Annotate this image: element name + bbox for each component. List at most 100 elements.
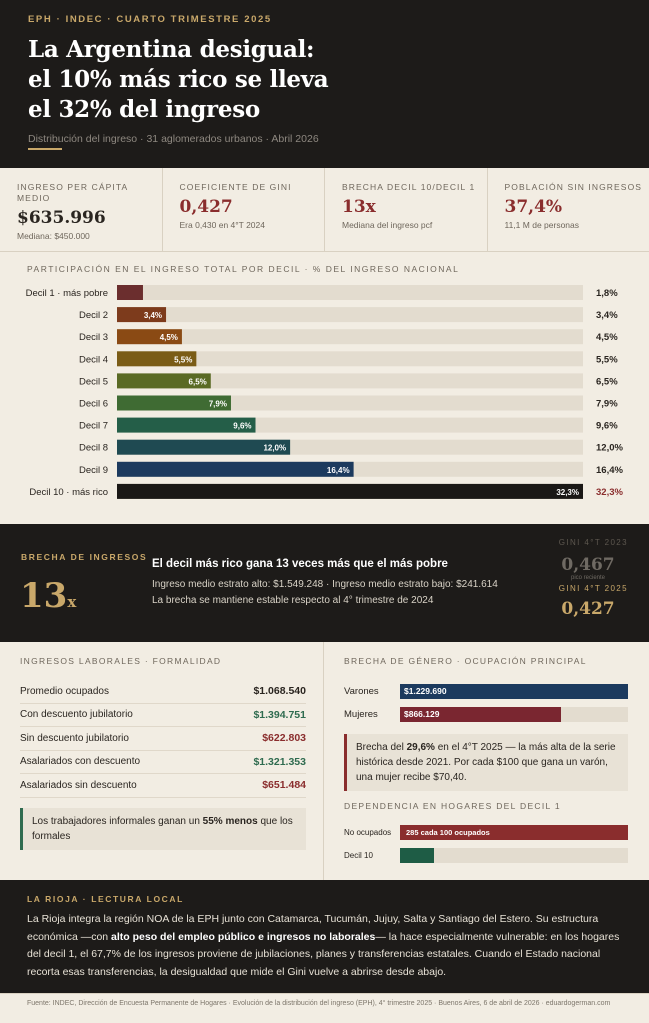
bar — [117, 395, 231, 411]
data-label: 7,9% — [209, 400, 227, 409]
kpi-value: $635.996 — [17, 208, 106, 228]
gender-gap-note: Brecha del 29,6% en el 4°T 2025 — la más… — [344, 734, 628, 791]
note-text: Los trabajadores informales ganan un — [32, 815, 203, 827]
rioja-text: — la hace especialmente vulnerable: en l… — [27, 930, 620, 978]
dependency-bar — [400, 848, 435, 863]
title-line: el 10% más rico se lleva — [28, 66, 329, 93]
bar — [117, 329, 182, 345]
value-label: 4,5% — [596, 332, 618, 343]
income-label: Con descuento jubilatorio — [20, 709, 133, 721]
decile-chart-section: PARTICIPACIÓN EN EL INGRESO TOTAL POR DE… — [0, 252, 649, 524]
data-label: 16,4% — [327, 466, 350, 475]
gap-detail: La brecha se mantiene estable respecto a… — [152, 595, 434, 606]
gap-kicker: BRECHA DE INGRESOS — [21, 552, 148, 562]
kpi-row: INGRESO PER CÁPITA MEDIO $635.996 Median… — [0, 168, 649, 252]
bar-track — [117, 329, 583, 345]
data-label: 32,3% — [556, 488, 579, 497]
labor-income-list: Promedio ocupados $1.068.540 Con descuen… — [20, 680, 306, 798]
value-label: 7,9% — [596, 399, 618, 410]
bar — [117, 285, 143, 300]
bar-track: $1.229.690 — [400, 683, 628, 699]
category-label: Decil 5 — [79, 376, 108, 387]
category-label: Decil 9 — [79, 465, 108, 476]
income-label: Asalariados sin descuento — [20, 779, 137, 791]
bar-track — [117, 285, 583, 300]
title-line: La Argentina desigual: — [28, 36, 315, 63]
value-label: 9,6% — [596, 421, 618, 432]
gender-title: BRECHA DE GÉNERO · OCUPACIÓN PRINCIPAL — [344, 656, 587, 666]
bar — [117, 483, 583, 499]
bar-track — [117, 395, 583, 411]
bar — [117, 461, 354, 477]
dependency-row: No ocupados 285 cada 100 ocupados — [344, 824, 628, 841]
gender-row: Mujeres $866.129 — [344, 704, 628, 724]
bar-track — [117, 307, 583, 323]
category-label: Decil 10 · más rico — [29, 487, 108, 498]
kpi-label: INGRESO PER CÁPITA MEDIO — [17, 182, 128, 203]
category-label: Decil 1 · más pobre — [26, 288, 108, 299]
kpi-label: POBLACIÓN SIN INGRESOS — [504, 182, 643, 192]
value-label: 3,4% — [596, 310, 618, 321]
footer-source: Fuente: INDEC, Dirección de Encuesta Per… — [0, 993, 649, 1023]
kpi-label: BRECHA DECIL 10/DECIL 1 — [342, 182, 476, 192]
data-label: 6,5% — [189, 377, 207, 386]
gender-label: Varones — [344, 685, 379, 697]
data-label: 9,6% — [233, 422, 251, 431]
note-emphasis: 29,6% — [406, 742, 435, 753]
gender-bar: $1.229.690 — [400, 683, 628, 699]
value-label: 12,0% — [596, 443, 623, 454]
rioja-paragraph: La Rioja integra la región NOA de la EPH… — [27, 911, 621, 981]
gini-new-value: 0,427 — [561, 599, 615, 619]
income-value: $1.321.353 — [253, 755, 306, 768]
bar-track: $866.129 — [400, 706, 628, 722]
value-label: 6,5% — [596, 376, 618, 387]
gini-comparison: GINI 4°T 2023 0,467 pico reciente GINI 4… — [528, 538, 628, 619]
kpi-card: BRECHA DECIL 10/DECIL 1 13x Mediana del … — [325, 168, 488, 251]
page-title: La Argentina desigual: el 10% más rico s… — [28, 35, 621, 125]
dependency-bar-chart: No ocupados 285 cada 100 ocupados Decil … — [344, 824, 628, 864]
gap-big-number: 13x — [20, 576, 76, 616]
kpi-value: 37,4% — [504, 197, 563, 217]
page-subtitle: Distribución del ingreso · 31 aglomerado… — [28, 133, 319, 145]
value-label: 5,5% — [596, 354, 618, 365]
labor-title: INGRESOS LABORALES · FORMALIDAD — [20, 656, 222, 666]
bar — [117, 351, 197, 367]
title-line: el 32% del ingreso — [28, 96, 260, 123]
kpi-card: INGRESO PER CÁPITA MEDIO $635.996 Median… — [0, 168, 163, 251]
decile-bar-chart: Decil 1 · más pobre 1,8% Decil 2 3,4% 3,4% De… — [26, 285, 623, 499]
note-text: Brecha del — [356, 742, 407, 753]
data-label: 4,5% — [160, 333, 178, 342]
bar-track — [117, 351, 583, 367]
kpi-sub: Era 0,430 en 4°T 2024 — [179, 220, 265, 230]
value-label: 32,3% — [596, 487, 623, 498]
rioja-kicker: LA RIOJA · LECTURA LOCAL — [27, 894, 184, 904]
gap-headline: El decil más rico gana 13 veces más que … — [152, 558, 448, 570]
bar-track: 285 cada 100 ocupados — [400, 825, 628, 840]
category-label: Decil 6 — [79, 399, 108, 410]
income-label: Asalariados con descuento — [20, 756, 141, 768]
category-label: Decil 7 — [79, 421, 108, 432]
category-label: Decil 8 — [79, 443, 108, 454]
kpi-sub: Mediana: $450.000 — [17, 231, 90, 241]
category-label: Decil 2 — [79, 310, 108, 321]
dependency-bar: 285 cada 100 ocupados — [400, 825, 628, 840]
kpi-value: 13x — [342, 197, 376, 217]
bar-track — [400, 848, 628, 863]
gender-row: Varones $1.229.690 — [344, 681, 628, 701]
dependency-title: DEPENDENCIA EN HOGARES DEL DECIL 1 — [344, 801, 561, 811]
bar — [117, 307, 167, 323]
gender-label: Mujeres — [344, 708, 378, 720]
income-label: Promedio ocupados — [20, 685, 109, 697]
local-reading-section: LA RIOJA · LECTURA LOCAL La Rioja integr… — [0, 880, 649, 993]
list-item: Asalariados con descuento $1.321.353 — [20, 751, 306, 774]
gini-new-label: GINI 4°T 2025 — [558, 584, 628, 593]
gender-bar: $866.129 — [400, 706, 561, 722]
gap-big-value: 13 — [20, 576, 68, 616]
note-text: que los formales — [32, 815, 293, 842]
note-text: en el 4°T 2025 — la más alta de la serie… — [356, 742, 616, 783]
income-value: $651.484 — [262, 779, 306, 792]
two-column-section: INGRESOS LABORALES · FORMALIDAD Promedio… — [0, 642, 649, 880]
gender-bar-chart: Varones $1.229.690 Mujeres $866.129 — [344, 681, 628, 724]
kpi-sub: 11,1 M de personas — [504, 220, 580, 230]
list-item: Asalariados sin descuento $651.484 — [20, 774, 306, 798]
